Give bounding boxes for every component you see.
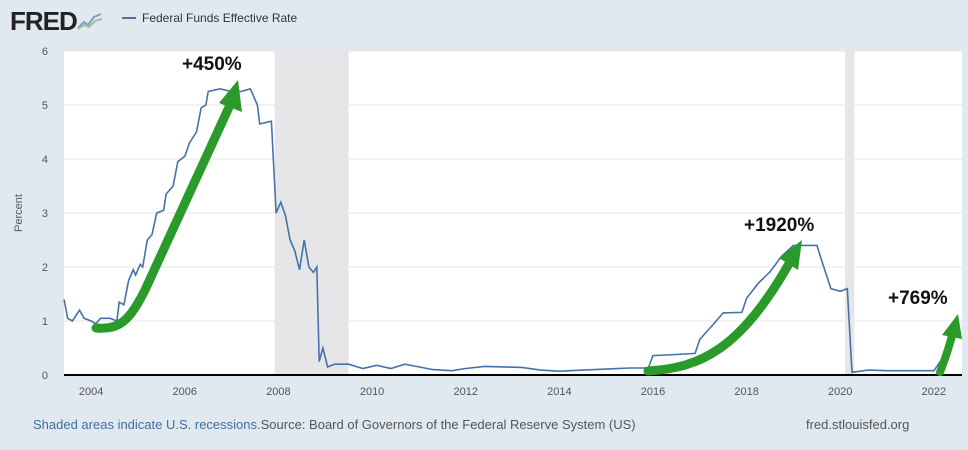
- annotation-769: +769%: [888, 288, 948, 309]
- y-tick-label: 1: [42, 316, 48, 328]
- y-axis-label: Percent: [13, 194, 25, 232]
- legend-label: Federal Funds Effective Rate: [142, 11, 298, 25]
- arrow-2016-2019: [643, 240, 802, 376]
- x-tick-label: 2012: [453, 386, 477, 398]
- x-tick-label: 2022: [922, 386, 946, 398]
- x-tick-label: 2010: [360, 386, 384, 398]
- x-tick-label: 2004: [79, 386, 103, 398]
- x-tick-label: 2014: [547, 386, 571, 398]
- x-tick-label: 2016: [641, 386, 665, 398]
- x-tick-label: 2020: [828, 386, 852, 398]
- arrow-2004-2007: [91, 80, 242, 333]
- y-tick-label: 4: [42, 154, 48, 166]
- y-tick-label: 6: [42, 46, 48, 58]
- footer-note: Shaded areas indicate U.S. recessions.So…: [33, 417, 636, 432]
- series-line: [63, 87, 955, 374]
- legend: Federal Funds Effective Rate: [122, 11, 297, 25]
- fred-logo[interactable]: FRED: [10, 6, 103, 37]
- arrow-2022: [936, 314, 962, 376]
- legend-swatch: [122, 17, 136, 19]
- line-chart: 0 1 2 3 4 5 6 2004 2006 2008 2010 2012 2014 2016 2018 2…: [13, 46, 962, 398]
- annotation-450: +450%: [182, 54, 242, 75]
- y-tick-label: 0: [42, 370, 48, 382]
- x-tick-label: 2006: [173, 386, 197, 398]
- fred-graph-icon: [77, 13, 103, 30]
- x-tick-label: 2018: [734, 386, 758, 398]
- recessions-link[interactable]: Shaded areas indicate U.S. recessions.: [33, 417, 261, 432]
- site-link[interactable]: fred.stlouisfed.org: [806, 417, 910, 432]
- source-text: Source: Board of Governors of the Federa…: [260, 417, 636, 432]
- x-tick-label: 2008: [266, 386, 290, 398]
- y-tick-label: 3: [42, 208, 48, 220]
- annotation-1920: +1920%: [744, 215, 814, 236]
- y-tick-label: 2: [42, 262, 48, 274]
- y-tick-label: 5: [42, 100, 48, 112]
